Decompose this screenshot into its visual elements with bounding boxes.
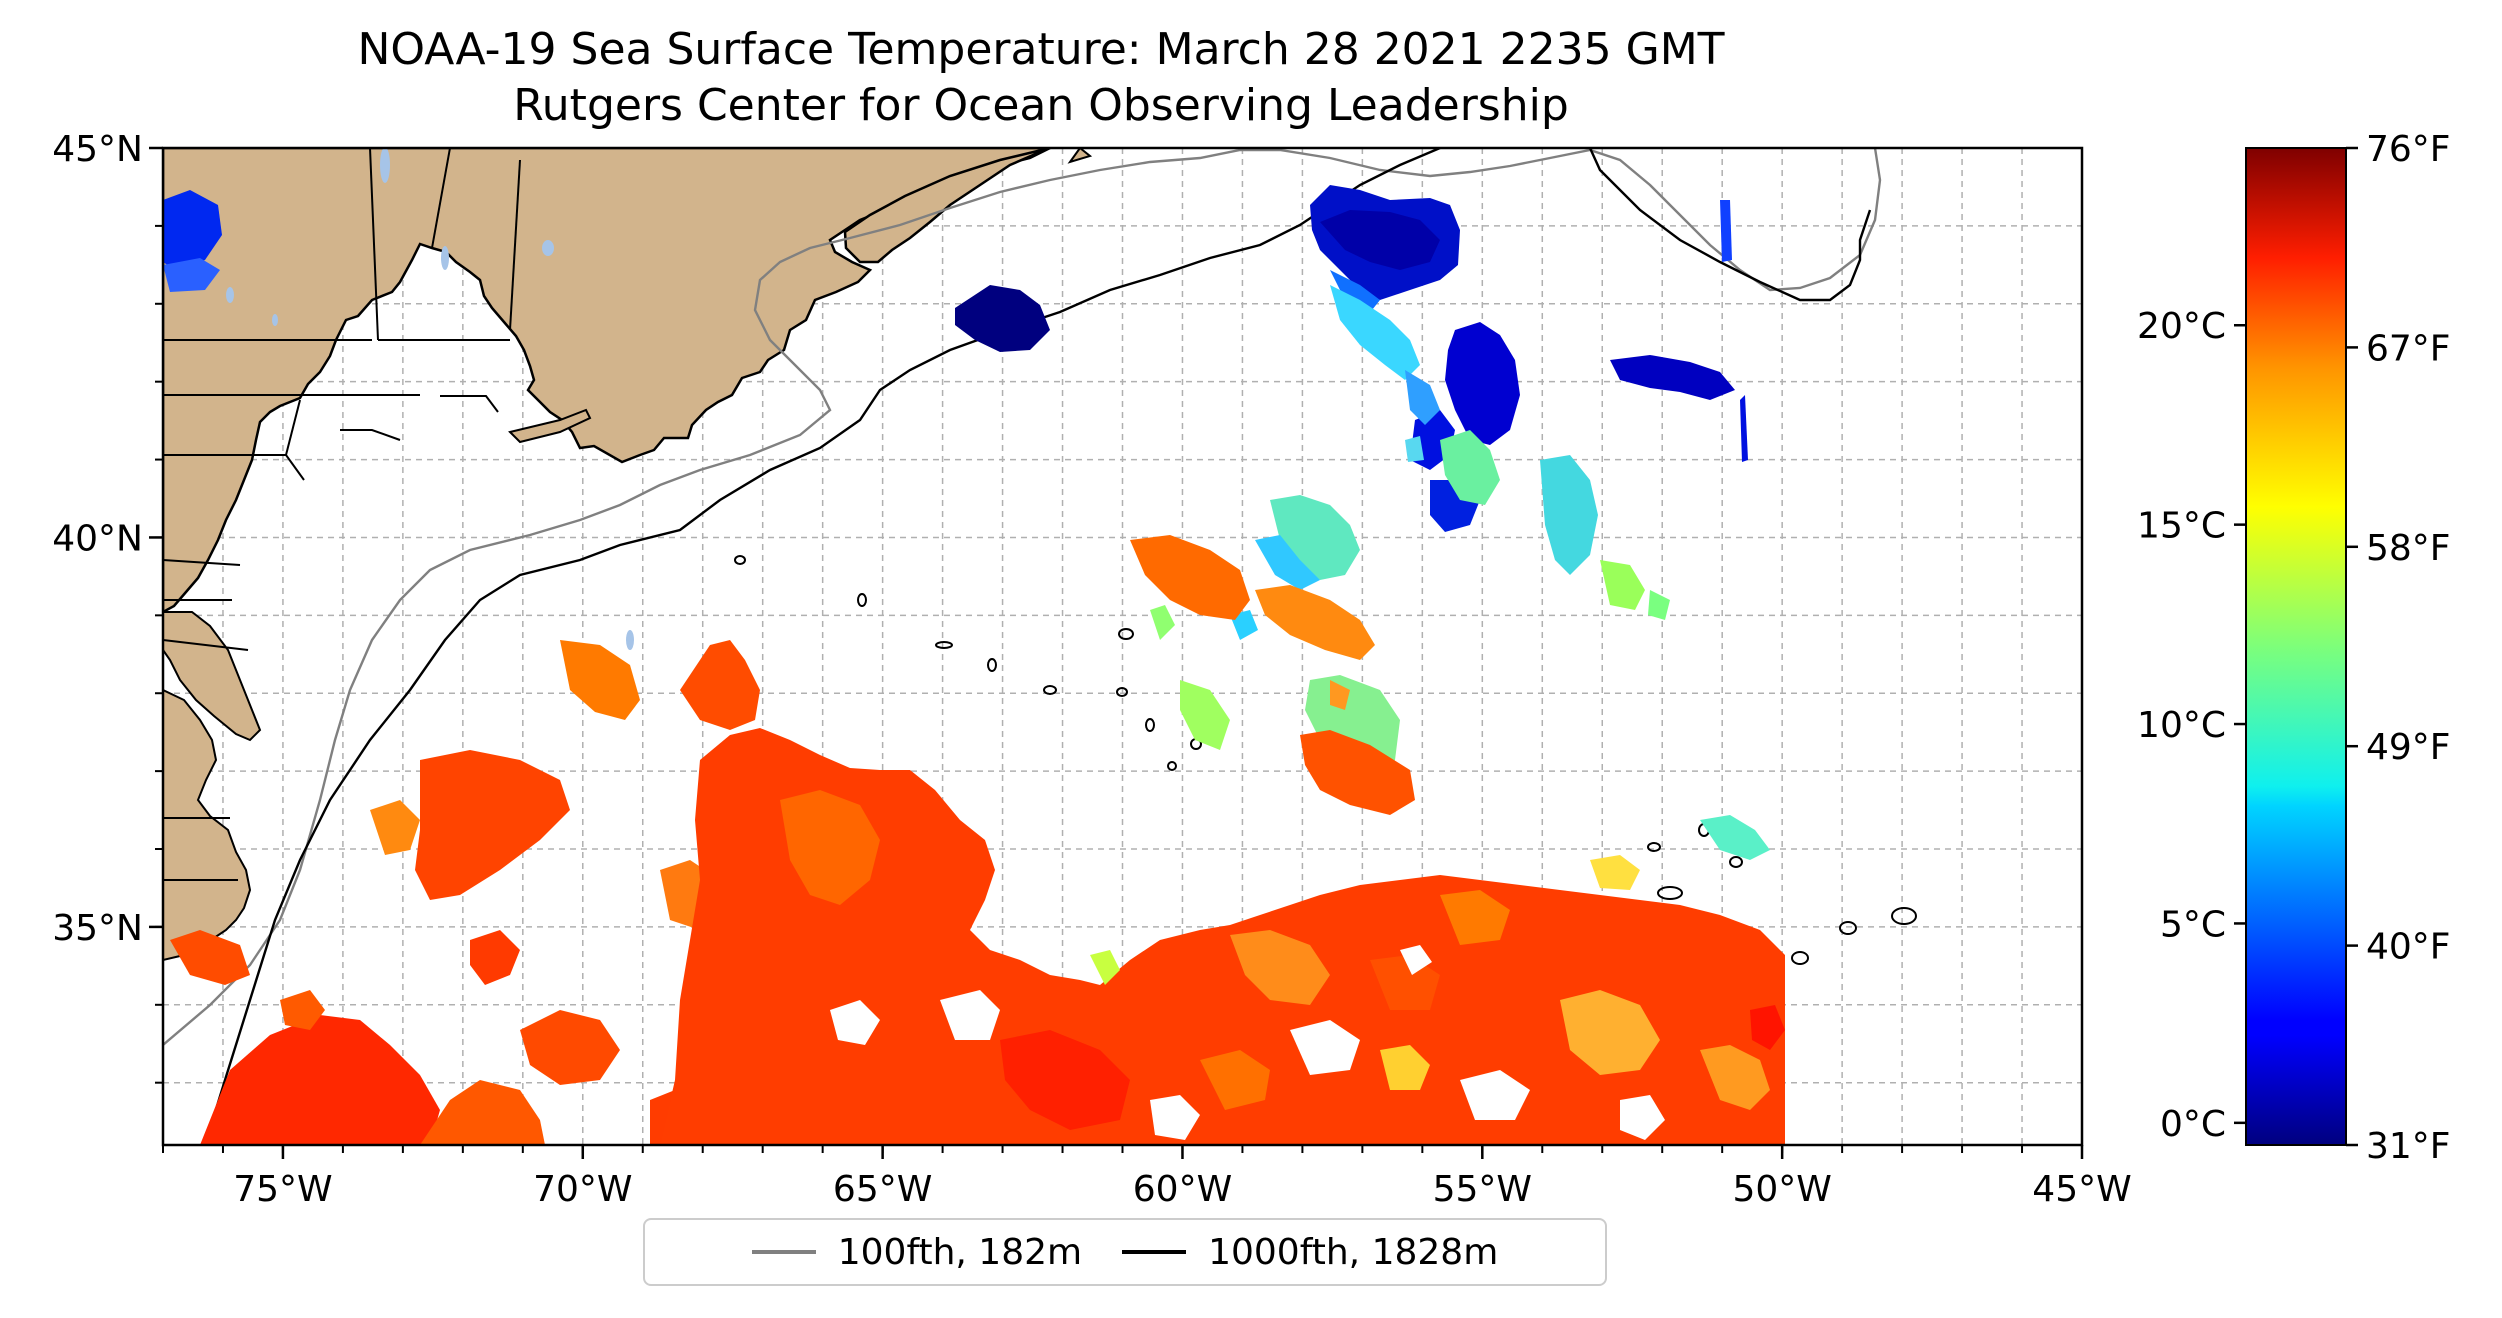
colorbar-celsius-axis: 0°C 5°C 10°C 15°C 20°C (2137, 306, 2246, 1145)
sst-cold-patches (163, 185, 1748, 532)
colorbar-f-label: 49°F (2366, 727, 2451, 768)
colorbar-c-label: 0°C (2160, 1104, 2226, 1145)
colorbar-f-label: 58°F (2366, 528, 2451, 569)
legend-swatch-1000fth (1122, 1250, 1187, 1254)
y-axis: 35°N 40°N 45°N (52, 129, 163, 1084)
land-us-northeast (163, 148, 1051, 614)
legend-label-100fth: 100fth, 182m (837, 1231, 1083, 1273)
y-tick-label: 40°N (52, 518, 143, 559)
sst-gulf-stream (660, 728, 1785, 1145)
x-tick-label: 75°W (233, 1169, 332, 1210)
colorbar-c-label: 15°C (2137, 506, 2226, 547)
legend-swatch-100fth (751, 1250, 816, 1254)
sst-cool-patches (1150, 285, 1770, 860)
contour-1000fth (203, 148, 1441, 1145)
contour-legend: 100fth, 182m 1000fth, 1828m (643, 1218, 1607, 1286)
x-tick-label: 50°W (1732, 1169, 1831, 1210)
colorbar-f-label: 40°F (2366, 927, 2451, 968)
colorbar-f-label: 76°F (2366, 129, 2451, 170)
sst-data-layer (163, 185, 1785, 1145)
legend-item-1000fth: 1000fth, 1828m (1122, 1232, 1498, 1273)
colorbar-gradient (2245, 147, 2347, 1146)
colorbar-c-label: 5°C (2160, 904, 2226, 945)
land-long-island (508, 408, 592, 444)
land-cape-breton (1067, 148, 1093, 164)
contour-100fth (163, 148, 1882, 1046)
x-tick-label: 55°W (1433, 1169, 1532, 1210)
x-axis: 75°W 70°W 65°W 60°W 55°W 50°W 45°W (162, 1145, 2132, 1210)
map-subtitle: Rutgers Center for Ocean Observing Leade… (513, 80, 1569, 131)
lakes (226, 148, 634, 650)
colorbar-c-label: 20°C (2137, 306, 2226, 347)
x-tick-label: 70°W (533, 1169, 632, 1210)
colorbar-f-label: 31°F (2366, 1126, 2451, 1167)
y-tick-label: 35°N (52, 908, 143, 949)
map-area (163, 148, 2082, 1145)
cloud-gaps (830, 945, 1665, 1140)
colorbar-c-label: 10°C (2137, 705, 2226, 746)
land-nova-scotia (843, 148, 1051, 264)
map-title: NOAA-19 Sea Surface Temperature: March 2… (357, 24, 1725, 75)
sst-warm-patches (170, 535, 1785, 1145)
legend-item-100fth: 100fth, 182m (751, 1231, 1083, 1273)
y-tick-label: 45°N (52, 129, 143, 170)
land-delmarva (163, 611, 262, 742)
colorbar: 0°C 5°C 10°C 15°C 20°C 31°F 40°F 49°F 58°F 67°F 7… (2137, 129, 2450, 1167)
x-tick-label: 60°W (1133, 1169, 1232, 1210)
land-mass (163, 148, 1093, 962)
x-tick-label: 65°W (833, 1169, 932, 1210)
colorbar-f-label: 67°F (2366, 328, 2451, 369)
x-tick-label: 45°W (2032, 1169, 2131, 1210)
state-borders (163, 148, 521, 881)
colorbar-fahrenheit-axis: 31°F 40°F 49°F 58°F 67°F 76°F (2346, 129, 2451, 1167)
legend-label-1000fth: 1000fth, 1828m (1208, 1231, 1499, 1273)
